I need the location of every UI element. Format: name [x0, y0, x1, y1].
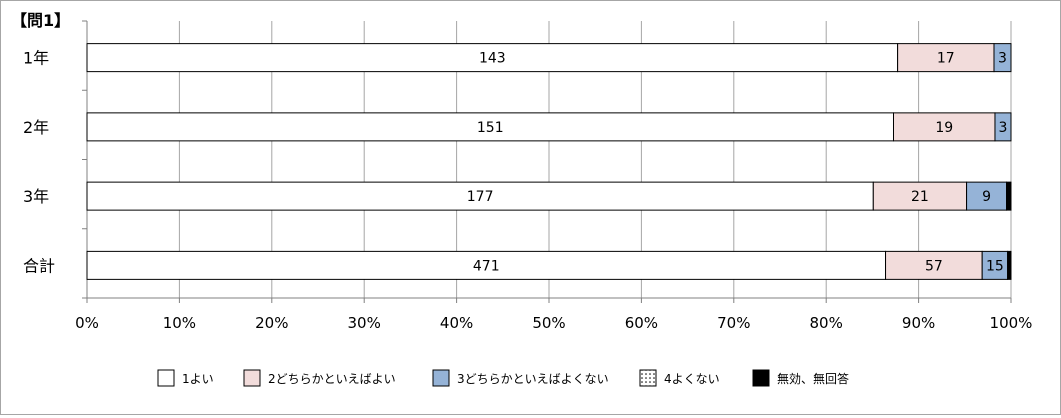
data-label: 151	[477, 120, 504, 136]
bar-segment	[86, 112, 894, 142]
data-label: 19	[935, 120, 953, 136]
data-label: 3	[998, 51, 1007, 67]
data-label: 17	[937, 51, 955, 67]
category-label: 3年	[23, 187, 49, 206]
category-label: 合計	[23, 256, 55, 275]
x-tick-label: 0%	[75, 314, 99, 332]
category-label: 2年	[23, 118, 49, 137]
x-tick-label: 80%	[810, 314, 843, 332]
x-tick-label: 90%	[902, 314, 935, 332]
data-label: 471	[473, 258, 500, 274]
x-tick-label: 100%	[990, 314, 1033, 332]
legend-label: 3どちらかといえばよくない	[457, 372, 609, 386]
x-tick-label: 50%	[532, 314, 565, 332]
x-tick-label: 30%	[348, 314, 381, 332]
legend-swatch	[157, 369, 175, 387]
data-label: 3	[999, 120, 1008, 136]
data-label: 21	[911, 189, 929, 205]
axis-layer: 0% 10% 20% 30% 40% 50% 60% 70% 80% 90% 100% 1年 2年 3年合…	[23, 20, 1033, 332]
bar-segment	[1007, 250, 1012, 280]
bar-segment	[1006, 181, 1012, 211]
bar-segment	[981, 250, 1009, 280]
bar-segment	[897, 43, 995, 73]
category-label: 1年	[23, 49, 49, 68]
bar-segment	[885, 250, 983, 280]
legend-label: 2どちらかといえばよい	[268, 372, 396, 386]
legend-label: 4よくない	[664, 372, 720, 386]
data-label: 143	[479, 51, 506, 67]
x-tick-label: 60%	[625, 314, 658, 332]
bar-segment	[994, 112, 1012, 142]
legend-label: 無効、無回答	[777, 371, 849, 386]
x-tick-label: 10%	[163, 314, 196, 332]
legend-swatch	[243, 369, 261, 387]
x-tick-label: 40%	[440, 314, 473, 332]
x-tick-label: 20%	[255, 314, 288, 332]
chart-title: 【問1】	[11, 11, 71, 30]
bar-segment	[872, 181, 968, 211]
bar-segment	[86, 181, 874, 211]
legend-swatch	[752, 369, 770, 387]
data-label: 177	[467, 189, 494, 205]
data-label: 9	[982, 189, 991, 205]
bar-segment	[966, 181, 1008, 211]
legend-swatch	[639, 369, 657, 387]
legend-swatch	[432, 369, 450, 387]
bar-segment	[993, 43, 1012, 73]
legend-label: 1よい	[182, 372, 214, 386]
label-layer: 143 17 3 151 19 3 177 21 9 471 57 15	[467, 51, 1008, 275]
x-tick-label: 70%	[717, 314, 750, 332]
bar-layer	[86, 43, 1012, 280]
bar-segment	[892, 112, 996, 142]
legend: 1よい 2どちらかといえばよい 3どちらかといえばよくない 4よくない 無効、無回答	[157, 369, 849, 387]
data-label: 57	[925, 258, 943, 274]
data-label: 15	[986, 258, 1004, 274]
